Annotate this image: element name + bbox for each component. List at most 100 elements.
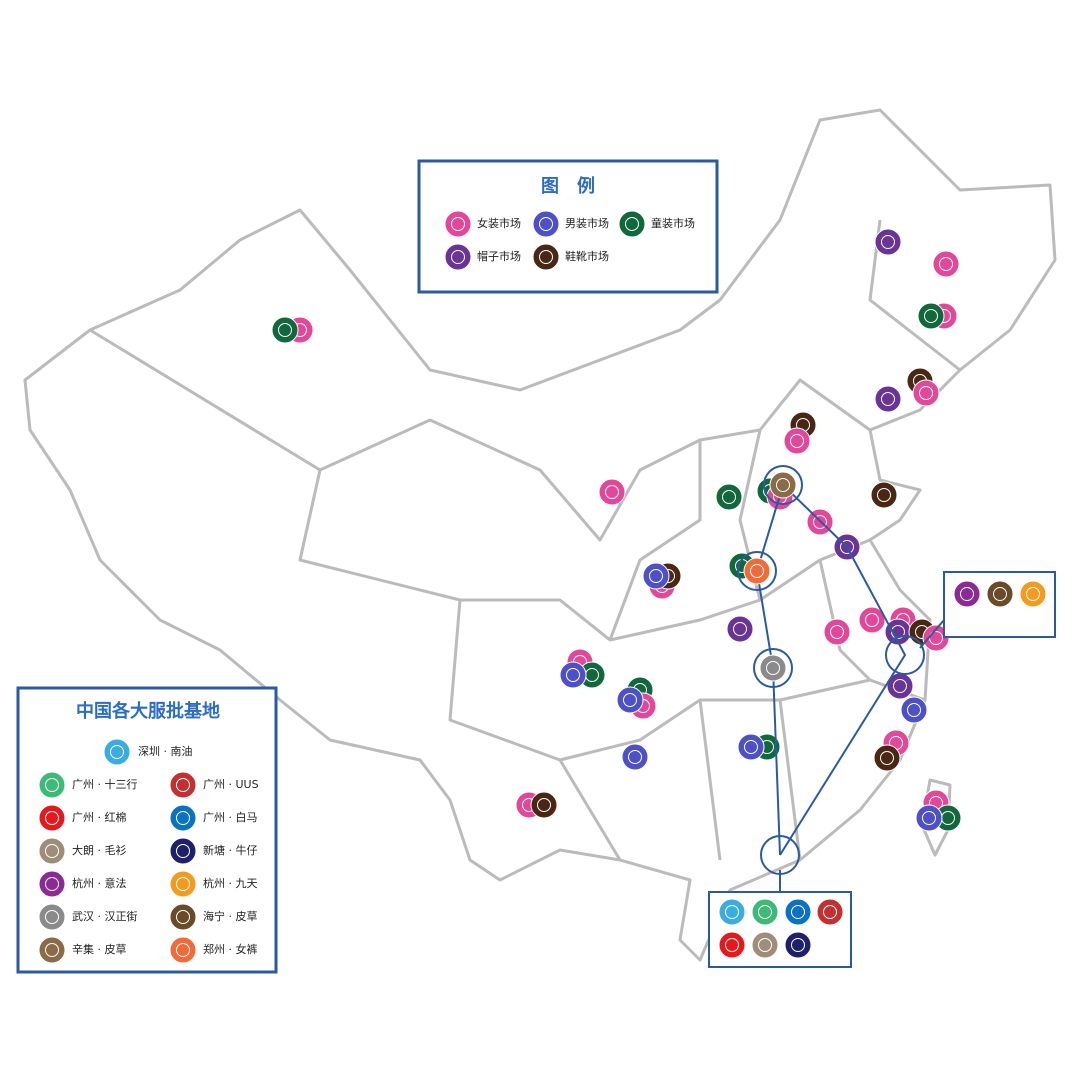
base-legend-icon-glyph [110, 745, 124, 759]
market-marker-glyph [893, 679, 907, 693]
market-marker-glyph [628, 750, 642, 764]
base-marker [784, 931, 812, 959]
base-legend-label: 海宁 · 皮草 [203, 909, 258, 923]
base-marker-glyph [758, 938, 772, 952]
market-marker-glyph [744, 740, 758, 754]
market-marker-glyph [881, 392, 895, 406]
market-marker [726, 615, 754, 643]
market-marker-glyph [722, 490, 736, 504]
market-marker [783, 427, 811, 455]
legend-icon [532, 243, 560, 271]
market-marker-glyph [830, 625, 844, 639]
base-marker-glyph [823, 905, 837, 919]
legend-label: 鞋靴市场 [565, 249, 609, 263]
base-legend-icon [38, 771, 66, 799]
base-marker [751, 931, 779, 959]
base-legend-label: 辛集 · 皮草 [72, 942, 127, 956]
base-marker [816, 898, 844, 926]
base-marker-glyph [758, 905, 772, 919]
market-marker [932, 250, 960, 278]
market-marker-glyph [922, 811, 936, 825]
legend-icon-glyph [539, 217, 553, 231]
base-marker-glyph [993, 587, 1007, 601]
base-legend-label: 广州 · UUS [203, 778, 259, 791]
market-marker [271, 316, 299, 344]
base-marker [769, 471, 797, 499]
base-legend-icon [103, 738, 131, 766]
market-marker-glyph [881, 235, 895, 249]
base-legend-icon-glyph [176, 910, 190, 924]
base-marker [743, 557, 771, 585]
base-marker [759, 654, 787, 682]
base-legend-icon [38, 936, 66, 964]
base-marker [1019, 580, 1047, 608]
base-legend-icon [38, 837, 66, 865]
market-marker [559, 661, 587, 689]
market-marker [870, 481, 898, 509]
base-marker [986, 580, 1014, 608]
base-marker-glyph [725, 905, 739, 919]
market-marker-glyph [813, 515, 827, 529]
base-marker-glyph [766, 661, 780, 675]
base-legend-label: 杭州 · 九天 [203, 876, 258, 890]
legend-icon-glyph [451, 217, 465, 231]
market-marker-glyph [649, 569, 663, 583]
base-marker [784, 898, 812, 926]
legend-icon [532, 210, 560, 238]
base-legend-icon [169, 903, 197, 931]
base-marker [953, 580, 981, 608]
base-legend-label: 广州 · 红棉 [72, 810, 127, 824]
market-marker [715, 483, 743, 511]
legend-title: 图 例 [541, 175, 595, 197]
base-legend-icon-glyph [176, 778, 190, 792]
base-legend-icon [38, 804, 66, 832]
base-legend-icon-glyph [45, 844, 59, 858]
market-marker-glyph [924, 309, 938, 323]
market-marker [642, 562, 670, 590]
base-marker-glyph [960, 587, 974, 601]
base-legend-icon-glyph [176, 844, 190, 858]
base-legend-label: 新塘 · 牛仔 [203, 843, 258, 857]
legend-label: 帽子市场 [477, 249, 521, 263]
base-legend-label: 广州 · 十三行 [72, 777, 138, 791]
base-legend-label: 广州 · 白马 [203, 810, 258, 824]
market-marker [621, 743, 649, 771]
base-marker-glyph [725, 938, 739, 952]
base-marker [718, 898, 746, 926]
legend-label: 男装市场 [565, 216, 609, 230]
market-marker-glyph [840, 540, 854, 554]
market-marker-glyph [907, 703, 921, 717]
market-marker [912, 379, 940, 407]
market-marker-glyph [919, 386, 933, 400]
base-legend-icon [169, 870, 197, 898]
base-legend-label: 郑州 · 女裤 [203, 942, 258, 956]
base-legend-icon-glyph [45, 910, 59, 924]
base-legend-icon-glyph [45, 778, 59, 792]
base-legend-icon [169, 804, 197, 832]
market-marker [530, 791, 558, 819]
market-marker-glyph [865, 613, 879, 627]
market-marker-glyph [733, 622, 747, 636]
base-marker-glyph [791, 905, 805, 919]
legend-icon-glyph [451, 250, 465, 264]
base-legend-label: 武汉 · 汉正街 [72, 909, 138, 923]
base-legend-icon-glyph [45, 943, 59, 957]
market-marker [858, 606, 886, 634]
market-marker-glyph [877, 488, 891, 502]
market-marker-glyph [623, 693, 637, 707]
markers [271, 228, 962, 832]
base-legend-icon [169, 771, 197, 799]
market-marker [874, 385, 902, 413]
market-marker [873, 744, 901, 772]
market-marker-glyph [880, 751, 894, 765]
base-marker-glyph [1026, 587, 1040, 601]
base-legend-icon-glyph [45, 811, 59, 825]
base-legend-icon-glyph [176, 811, 190, 825]
base-legend-icon [38, 903, 66, 931]
base-legend-icon [169, 936, 197, 964]
market-marker [616, 686, 644, 714]
market-marker-glyph [605, 485, 619, 499]
base-marker-glyph [776, 478, 790, 492]
legend-icon-glyph [625, 217, 639, 231]
